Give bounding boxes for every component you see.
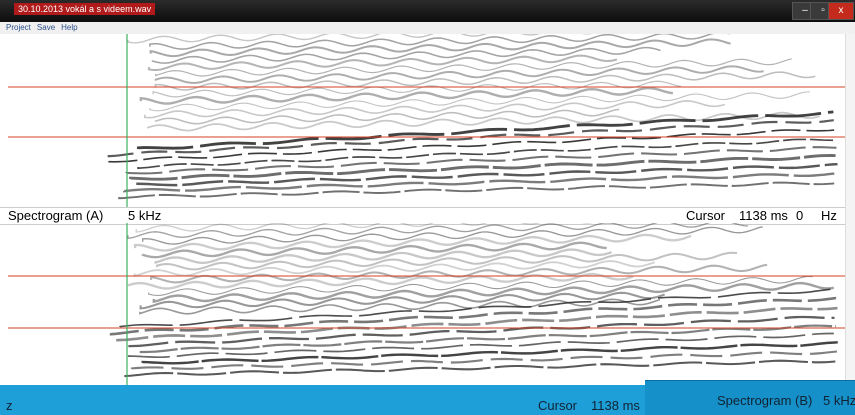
cursor-label: Cursor (686, 208, 725, 224)
spectral-texture (141, 88, 673, 104)
menu-item[interactable]: Help (61, 23, 77, 32)
harmonic (117, 308, 837, 340)
harmonic (141, 326, 836, 352)
harmonic (130, 317, 835, 346)
window-title: 30.10.2013 vokál a s videem.wav (14, 3, 155, 15)
spectrogram-b (8, 223, 845, 385)
app-window: 30.10.2013 vokál a s videem.wav – ▫ x Pr… (0, 0, 855, 415)
harmonic (126, 147, 836, 173)
harmonic (119, 183, 834, 199)
panel-range: 5 kHz (128, 208, 161, 224)
title-bar: 30.10.2013 vokál a s videem.wav – ▫ x (0, 0, 855, 22)
menu-bar: Project Save Help (0, 22, 855, 34)
cursor-label: Cursor (538, 398, 577, 413)
spectral-texture (149, 276, 813, 295)
panel-label: Spectrogram (A) (8, 208, 103, 224)
spectral-texture (145, 101, 725, 118)
status-text: z (6, 398, 13, 413)
harmonic (109, 130, 834, 162)
menu-item[interactable]: Project (6, 23, 31, 32)
cursor-freq: 0 (796, 208, 803, 224)
spectrogram-a (8, 34, 845, 207)
spectral-texture (128, 34, 816, 43)
spectral-texture (153, 81, 681, 97)
close-button[interactable]: x (828, 2, 854, 20)
harmonic (125, 361, 835, 376)
panel-b-label-box: Spectrogram (B) 5 kHz (645, 380, 855, 415)
cursor-time: 1138 ms (591, 398, 640, 413)
cursor-unit: Hz (821, 208, 837, 224)
panel-range: 5 kHz (823, 393, 855, 408)
spectral-texture (150, 92, 810, 111)
scrollbar[interactable] (845, 34, 855, 385)
spectral-texture (156, 59, 792, 76)
cursor-time: 1138 ms (739, 208, 788, 224)
panel-label: Spectrogram (B) (717, 393, 812, 408)
harmonic (131, 156, 836, 180)
menu-item[interactable]: Save (37, 23, 55, 32)
